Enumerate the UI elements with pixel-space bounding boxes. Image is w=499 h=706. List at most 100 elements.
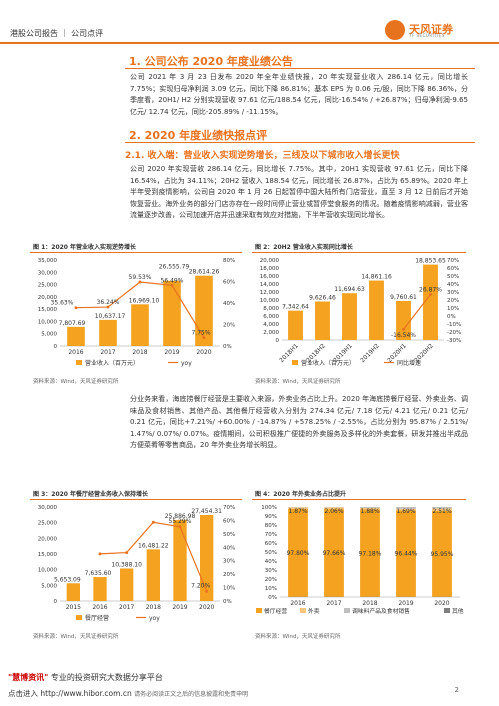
x-tick-label: 2020 bbox=[434, 600, 449, 607]
legend-label-bar: 餐厅经营 bbox=[85, 614, 109, 622]
figure-1-caption: 图 1：2020 年营业收入实现逆势增长 bbox=[33, 244, 137, 251]
line-data-label: 55.29% bbox=[169, 518, 192, 525]
y-tick-label: 0 bbox=[54, 344, 58, 350]
y2-tick-label: 20% bbox=[223, 323, 235, 329]
y-tick-label: 15,000 bbox=[38, 552, 58, 558]
bar-data-label: 28,614.26 bbox=[189, 269, 220, 276]
y2-tick-label: 50% bbox=[447, 274, 459, 280]
legend-swatch-bar bbox=[292, 360, 298, 365]
y-tick-label: 30,000 bbox=[38, 270, 58, 276]
y2-tick-label: 0% bbox=[223, 344, 232, 350]
figure-3-source: 资料来源：Wind，天风证券研究所 bbox=[33, 634, 119, 640]
y2-tick-label: 0% bbox=[223, 599, 232, 605]
bar-data-label: 14,861.16 bbox=[361, 274, 392, 281]
y-tick-label: 20,000 bbox=[38, 295, 58, 301]
figure-4-source: 资料来源：Wind，天风证券研究所 bbox=[255, 634, 341, 640]
bar bbox=[67, 326, 85, 346]
figure-2-rule bbox=[252, 252, 466, 253]
logo-name: 天风证券 bbox=[409, 23, 453, 36]
y-tick-label: 30,000 bbox=[38, 505, 58, 511]
y-tick-label: 6,000 bbox=[263, 314, 279, 320]
bar bbox=[195, 275, 213, 346]
legend-swatch bbox=[444, 608, 450, 613]
x-tick-label: 2015 bbox=[66, 604, 81, 611]
bar bbox=[99, 319, 117, 346]
x-tick-label: 2018 bbox=[146, 604, 161, 611]
y-tick-label: 90% bbox=[265, 514, 277, 520]
stacked-segment bbox=[288, 507, 308, 509]
footer-brand: "慧博资讯" bbox=[8, 673, 49, 682]
footer-disclaimer: 请务必阅读正文之后的信息披露和免责申明 bbox=[134, 691, 249, 698]
legend-label: 调味料产品及食材销售 bbox=[352, 607, 410, 615]
y-tick-label: 30% bbox=[265, 568, 277, 574]
stacked-segment bbox=[360, 507, 380, 510]
line-point bbox=[202, 336, 206, 340]
line-point bbox=[205, 589, 209, 593]
y-tick-label: 2,000 bbox=[263, 330, 279, 336]
stacked-segment bbox=[432, 510, 452, 597]
y2-tick-label: 70% bbox=[447, 258, 459, 264]
footer-line-1: "慧博资讯" 专业的投资研究大数据分享平台 bbox=[8, 672, 163, 683]
figure-4-chart: 0% 10% 20% 30% 40% 50% 60% 70% 80% 90% 100% 97.80% 1… bbox=[256, 505, 464, 615]
bar bbox=[93, 577, 107, 601]
line-data-label: 56.49% bbox=[161, 277, 184, 284]
y2-tick-label: 20% bbox=[447, 298, 459, 304]
y-tick-label: 80% bbox=[265, 523, 277, 529]
stacked-segment bbox=[360, 507, 380, 508]
report-type: 港股公司报告 ｜ 公司点评 bbox=[10, 29, 104, 38]
stacked-segment bbox=[288, 508, 308, 597]
section-3-text: 分业务来看，海底捞餐厅经营是主要收入来源，外卖业务占比上升。2020 年海底捞餐… bbox=[130, 395, 468, 450]
legend-label: 餐厅经营 bbox=[264, 607, 287, 615]
stacked-segment bbox=[396, 510, 416, 597]
bar bbox=[173, 519, 187, 601]
y2-tick-label: 40% bbox=[223, 301, 235, 307]
y-tick-label: 14,000 bbox=[260, 282, 280, 288]
y2-tick-label: 40% bbox=[223, 545, 235, 551]
line-data-label: 7.20% bbox=[191, 582, 210, 589]
x-tick-label: 2019H2 bbox=[359, 342, 381, 364]
segment-data-label: 2.51% bbox=[432, 508, 451, 515]
segment-data-label: 96.44% bbox=[395, 551, 418, 558]
y-tick-label: 20% bbox=[265, 577, 277, 583]
y-tick-label: 5,000 bbox=[41, 332, 57, 338]
figure-2-caption: 图 2：20H2 营业收入实现同比增长 bbox=[255, 244, 353, 251]
y2-tick-label: 10% bbox=[447, 306, 459, 312]
bar-data-label: 16,481.22 bbox=[138, 542, 169, 549]
bar-data-label: 18,853.65 bbox=[415, 258, 446, 265]
bar bbox=[146, 549, 160, 601]
footer-link[interactable]: http://www.hibor.com.cn bbox=[38, 689, 132, 698]
figure-1-rule bbox=[30, 252, 242, 253]
bar-data-label: 27,454.31 bbox=[191, 508, 222, 515]
x-tick-label: 2020 bbox=[196, 349, 211, 356]
x-tick-label: 2016 bbox=[92, 604, 107, 611]
y2-tick-label: -10% bbox=[447, 322, 461, 328]
legend-swatch bbox=[256, 608, 262, 613]
y-tick-label: 40% bbox=[265, 559, 277, 565]
line-point bbox=[98, 552, 102, 556]
section-1-text: 公司 2021 年 3 月 23 日发布 2020 年全年业绩快报，20 年实现… bbox=[130, 73, 468, 116]
y2-tick-label: 70% bbox=[223, 505, 235, 511]
y2-tick-label: 40% bbox=[447, 282, 459, 288]
bar bbox=[396, 300, 411, 340]
stacked-segment bbox=[396, 508, 416, 511]
stacked-segment bbox=[360, 509, 380, 597]
y2-tick-label: 80% bbox=[223, 258, 235, 264]
y-tick-label: 20,000 bbox=[260, 258, 280, 264]
x-tick-label: 2018 bbox=[362, 600, 377, 607]
segment-data-label: 1.69% bbox=[396, 508, 415, 515]
y-tick-label: 100% bbox=[261, 505, 277, 511]
section-2-1-text: 公司 2020 年实现营收 286.14 亿元，同比增长 7.75%。其中，20… bbox=[130, 165, 468, 220]
y-tick-label: 20,000 bbox=[38, 536, 58, 542]
bar-data-label: 26,555.79 bbox=[159, 264, 190, 271]
bar bbox=[163, 280, 181, 346]
section-1-rule bbox=[125, 68, 475, 69]
bar bbox=[315, 301, 330, 340]
x-tick-label: 2019 bbox=[398, 600, 413, 607]
bar-data-label: 9,760.61 bbox=[390, 294, 417, 301]
line-data-label: 7.75% bbox=[191, 330, 210, 337]
y-tick-label: 25,000 bbox=[38, 283, 58, 289]
bar bbox=[423, 264, 438, 340]
bar-data-label: 9,626.46 bbox=[309, 294, 336, 301]
x-tick-label: 2019 bbox=[164, 349, 179, 356]
y-tick-label: 35,000 bbox=[38, 258, 58, 264]
